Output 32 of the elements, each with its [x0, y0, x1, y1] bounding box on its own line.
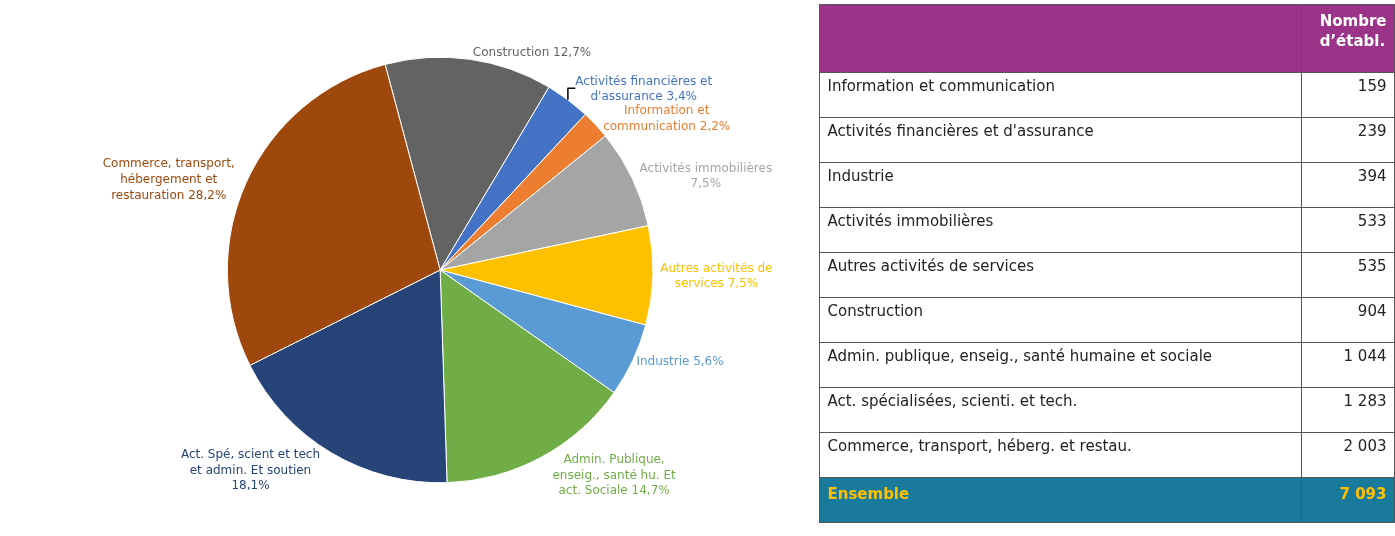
text: 159 — [1357, 77, 1387, 96]
slice-label: Activités immobilières — [639, 160, 773, 175]
category-label: Admin. publique, enseig., santé humaine et sociale — [827, 347, 1213, 366]
slice-label: Commerce, transport, hébergement et restauration 28,2% — [102, 156, 235, 202]
category-label: Commerce, transport, héberg. et restau. — [827, 437, 1132, 456]
table-header: Nombre d’établ. — [1300, 3, 1395, 73]
text: 1 044 — [1343, 347, 1387, 366]
slice-label: Autres activités de services 7,5% — [660, 260, 773, 291]
text: 239 — [1357, 122, 1387, 141]
slice-label: Industrie 5,6% — [636, 354, 724, 369]
slice-label: Construction 12,7% — [472, 45, 592, 60]
text: 394 — [1357, 167, 1387, 186]
category-label: Information et communication — [827, 77, 1055, 96]
category-label: Industrie — [827, 167, 894, 186]
slice-label: Information et communication 2,2% — [603, 103, 731, 133]
text: 535 — [1357, 257, 1387, 276]
slice-label: Activités financières et d'assurance 3,4% — [575, 73, 713, 104]
slice-label: Act. Spé, scient et tech et admin. Et soutien — [180, 446, 321, 477]
slice-label: Admin. Publique, enseig., santé hu. Et act. Sociale 14,7% — [552, 452, 677, 498]
text: 533 — [1357, 212, 1387, 231]
data-label: 18,1% — [231, 478, 270, 493]
text: 1 283 — [1343, 392, 1387, 411]
text: Ensemble — [827, 485, 910, 503]
data-label: 7,5% — [690, 176, 722, 191]
text: 904 — [1357, 302, 1387, 321]
category-label: Construction — [827, 302, 923, 321]
text: 7 093 — [1339, 485, 1387, 503]
category-label: Act. spécialisées, scienti. et tech. — [827, 392, 1078, 411]
category-label: Activités financières et d'assurance — [827, 122, 1094, 141]
text: 2 003 — [1343, 437, 1387, 456]
category-label: Autres activités de services — [827, 257, 1035, 276]
category-label: Activités immobilières — [827, 212, 994, 231]
